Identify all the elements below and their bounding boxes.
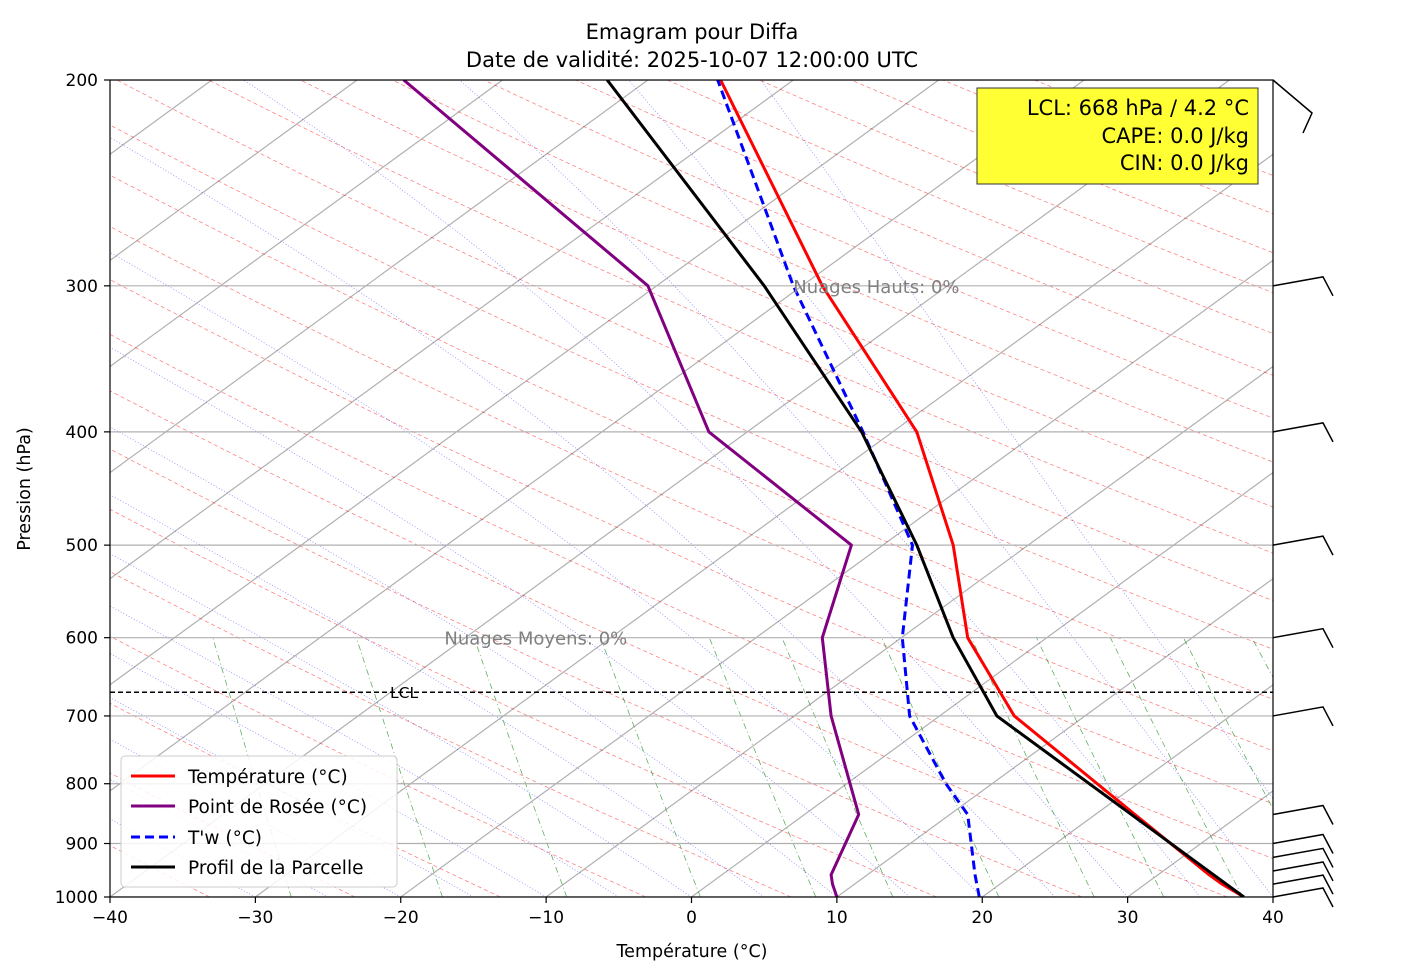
wind-barb: [1272, 887, 1334, 908]
legend-frame: [120, 755, 398, 888]
mixing-ratio-line: [881, 637, 1000, 897]
y-tick-label: 700: [66, 707, 98, 727]
series-line: [716, 80, 981, 897]
moist-adiabat: [110, 818, 256, 897]
x-tick-label: −20: [383, 908, 419, 928]
legend-label-parcel: Profil de la Parcelle: [188, 858, 363, 879]
dry-adiabat: [110, 226, 1273, 752]
series-line: [606, 80, 1245, 897]
dry-adiabat: [1034, 80, 1273, 176]
skewed-isotherm: [110, 80, 939, 686]
moist-adiabat: [628, 80, 1273, 897]
info-box: LCL: 668 hPa / 4.2 °C CAPE: 0.0 J/kg CIN…: [976, 87, 1259, 185]
legend-label-temperature: Température (°C): [187, 767, 348, 788]
mixing-ratio-line: [708, 637, 817, 897]
x-tick-label: 10: [826, 908, 848, 928]
cloud-annotation: Nuages Moyens: 0%: [444, 629, 627, 650]
mixing-ratio-line: [473, 637, 568, 897]
cloud-annotations: Nuages Hauts: 0% Nuages Moyens: 0%: [444, 277, 959, 650]
y-axis-ticks: 200 300 400 500 600 700 800 900 1000: [55, 71, 110, 908]
wind-barbs: [1272, 79, 1334, 908]
wind-barb: [1272, 804, 1334, 825]
dry-adiabat: [110, 508, 937, 897]
chart-title: Emagram pour Diffa: [586, 20, 799, 44]
skewed-isotherm: [1127, 790, 1273, 897]
info-box-background: [976, 87, 1259, 185]
moist-adiabat: [110, 252, 983, 897]
dry-adiabat: [392, 80, 1273, 463]
dry-adiabat: [483, 80, 1273, 419]
skewed-isotherm: [110, 80, 503, 368]
dry-adiabat: [575, 80, 1273, 376]
x-tick-label: 40: [1262, 908, 1284, 928]
skewed-isotherm: [545, 365, 1273, 897]
legend: Température (°C) Point de Rosée (°C) T'w…: [120, 755, 398, 888]
skewed-isotherm: [836, 577, 1273, 897]
wind-barb: [1272, 861, 1334, 882]
x-tick-label: −40: [92, 908, 128, 928]
y-tick-label: 900: [66, 835, 98, 855]
info-cape: CAPE: 0.0 J/kg: [1101, 124, 1249, 148]
info-cin: CIN: 0.0 J/kg: [1120, 151, 1249, 175]
series-line: [402, 80, 861, 897]
x-tick-label: −30: [237, 908, 273, 928]
series-line: [719, 80, 1245, 897]
x-axis-ticks: −40 −30 −20 −10 0 10 20 30 40: [92, 897, 1284, 928]
moist-adiabat: [243, 80, 1128, 897]
y-tick-label: 200: [66, 71, 98, 91]
x-tick-label: −10: [528, 908, 564, 928]
dry-adiabat: [759, 80, 1273, 294]
y-tick-label: 500: [66, 536, 98, 556]
wind-barb: [1272, 79, 1313, 134]
lcl-line-group: LCL: [110, 684, 1273, 702]
y-tick-label: 300: [66, 277, 98, 297]
legend-label-wetbulb: T'w (°C): [187, 828, 262, 849]
skewed-isotherm: [400, 259, 1273, 897]
wind-barb: [1272, 422, 1334, 443]
wind-barb: [1272, 535, 1334, 556]
lcl-label: LCL: [390, 684, 418, 702]
mixing-ratio-line: [1183, 637, 1273, 810]
wind-barb: [1272, 706, 1334, 727]
x-tick-label: 30: [1117, 908, 1139, 928]
y-tick-label: 600: [66, 629, 98, 649]
skewed-isotherm: [255, 153, 1273, 897]
profile-series: [402, 80, 1245, 897]
y-tick-label: 1000: [55, 888, 98, 908]
y-axis-label: Pression (hPa): [15, 427, 35, 551]
x-tick-label: 20: [971, 908, 993, 928]
wind-barb: [1272, 874, 1334, 895]
y-tick-label: 400: [66, 423, 98, 443]
skewed-isotherm: [110, 80, 358, 262]
skewed-isotherm: [691, 471, 1273, 897]
mixing-ratio-line: [1036, 637, 1165, 897]
dry-adiabat: [942, 80, 1273, 215]
wind-barb: [1272, 847, 1334, 868]
x-tick-label: 0: [686, 908, 697, 928]
wind-barb: [1272, 275, 1334, 297]
legend-label-dewpoint: Point de Rosée (°C): [188, 797, 367, 818]
mixing-ratio-line: [600, 637, 701, 897]
y-tick-label: 800: [66, 775, 98, 795]
mixing-ratio-line: [1110, 637, 1243, 897]
info-lcl: LCL: 668 hPa / 4.2 °C: [1027, 96, 1249, 120]
wind-barb: [1272, 833, 1334, 854]
moist-adiabat: [459, 80, 1201, 897]
skewed-isotherm: [110, 80, 794, 580]
skewed-isotherm: [1272, 896, 1273, 897]
dry-adiabat: [300, 80, 1273, 508]
x-axis-label: Température (°C): [615, 942, 767, 962]
wind-barb: [1272, 627, 1334, 649]
dry-adiabat: [208, 80, 1273, 554]
mixing-ratio-line: [781, 637, 894, 897]
skewed-isotherm: [110, 80, 649, 474]
skewed-isotherm: [981, 684, 1273, 897]
cloud-annotation: Nuages Hauts: 0%: [793, 277, 959, 298]
chart-subtitle: Date de validité: 2025-10-07 12:00:00 UT…: [466, 48, 918, 72]
